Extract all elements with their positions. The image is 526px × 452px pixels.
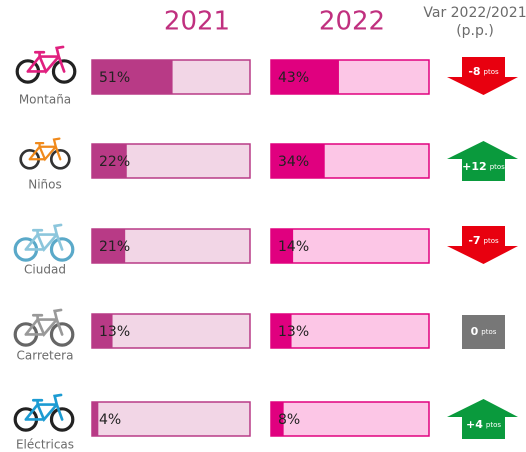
category-label: Niños (28, 178, 62, 192)
value-label: 13% (278, 324, 309, 340)
bike-icon (21, 139, 70, 169)
variation-value: -7 (468, 234, 480, 247)
value-label: 13% (99, 324, 130, 340)
value-label: 21% (99, 239, 130, 255)
bike-icon (17, 47, 75, 82)
bar (92, 402, 98, 436)
variation-value: +12 (462, 160, 487, 173)
value-label: 4% (99, 412, 121, 428)
series-header: 2021 (164, 7, 230, 37)
variation-value: -8 (468, 65, 480, 78)
category-label: Eléctricas (16, 438, 74, 452)
category-label: Ciudad (24, 263, 66, 277)
variation-unit: ptos (481, 328, 496, 336)
value-label: 8% (278, 412, 300, 428)
value-label: 51% (99, 70, 130, 86)
value-label: 14% (278, 239, 309, 255)
value-label: 34% (278, 154, 309, 170)
variation-unit: ptos (484, 237, 499, 245)
value-label: 22% (99, 154, 130, 170)
bike-icon (15, 225, 73, 260)
series-header: 2022 (319, 7, 385, 37)
category-label: Carretera (17, 349, 74, 363)
bike-icon (15, 310, 73, 345)
category-label: Montaña (19, 93, 71, 107)
variation-arrow (447, 57, 518, 95)
variation-unit: ptos (490, 163, 505, 171)
variation-value: +4 (466, 418, 483, 431)
variation-arrow (447, 226, 518, 264)
variation-title: Var 2022/2021 (423, 5, 526, 21)
variation-title: (p.p.) (456, 23, 494, 39)
variation-unit: ptos (484, 68, 499, 76)
variation-value: 0 (471, 325, 479, 338)
chart: Var 2022/2021 (p.p.) Montaña Niños Ciudad C… (0, 0, 526, 452)
value-label: 43% (278, 70, 309, 86)
bike-icon (15, 395, 73, 430)
variation-unit: ptos (486, 421, 501, 429)
